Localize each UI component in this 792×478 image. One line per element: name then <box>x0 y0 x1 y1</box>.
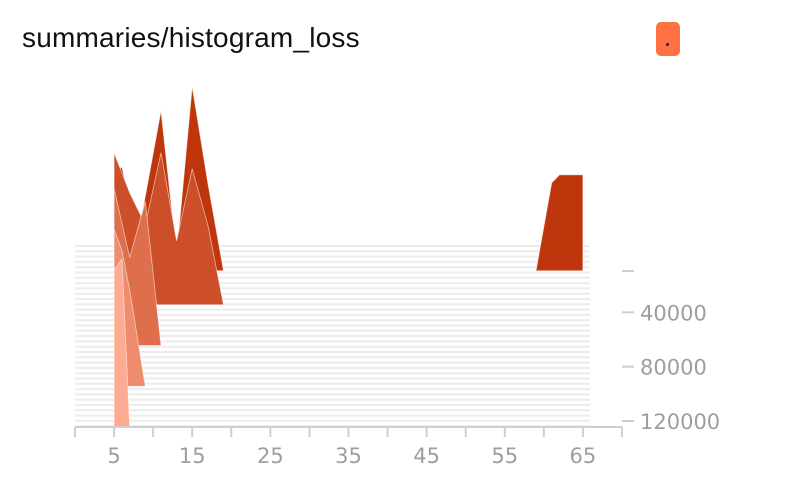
x-tick-label: 25 <box>257 444 284 468</box>
y-axis: 40000 80000 120000 <box>622 270 720 434</box>
x-tick-label: 35 <box>335 444 362 468</box>
y-tick-label: 40000 <box>640 301 707 325</box>
x-axis: 5 15 25 35 45 55 65 <box>74 426 623 468</box>
x-tick-label: 45 <box>413 444 440 468</box>
histogram-layer <box>113 86 584 428</box>
x-tick-label: 15 <box>179 444 206 468</box>
y-tick-label: 80000 <box>640 356 707 380</box>
run-chip-dot-icon <box>666 43 669 46</box>
run-color-chip[interactable] <box>656 22 680 56</box>
chart-title: summaries/histogram_loss <box>22 22 360 53</box>
x-tick-label: 5 <box>107 444 120 468</box>
x-tick-label: 65 <box>570 444 597 468</box>
y-tick-label: 120000 <box>640 410 720 434</box>
x-tick-label: 55 <box>491 444 518 468</box>
